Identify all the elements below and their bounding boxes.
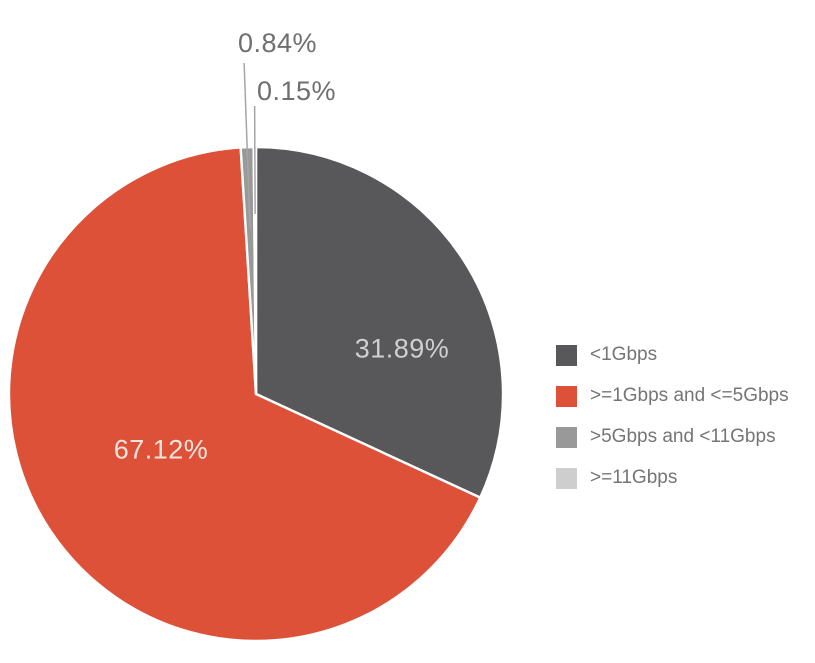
callout-line-slice-3 (253, 105, 256, 215)
legend-label-under-1gbps: <1Gbps (590, 344, 658, 365)
legend-label-over-11gbps: >=11Gbps (590, 467, 678, 488)
legend-swatch-5-to-11gbps (556, 426, 577, 448)
callout-label-5-to-11gbps: 0.84% (238, 28, 318, 58)
legend-item-under-1gbps: <1Gbps (556, 344, 789, 366)
legend-swatch-under-1gbps (556, 344, 577, 366)
pie-slice-0 (254, 145, 505, 499)
callout-label-over-11gbps: 0.15% (257, 76, 337, 106)
pie-slice-1 (7, 146, 482, 643)
legend-swatch-1-to-5gbps (556, 385, 577, 407)
legend-label-1-to-5gbps: >=1Gbps and <=5Gbps (590, 385, 789, 406)
legend-item-over-11gbps: >=11Gbps (556, 467, 789, 489)
legend-swatch-over-11gbps (556, 467, 577, 489)
legend-item-1-to-5gbps: >=1Gbps and <=5Gbps (556, 385, 789, 407)
chart-legend: <1Gbps >=1Gbps and <=5Gbps >5Gbps and <1… (556, 344, 789, 489)
legend-label-5-to-11gbps: >5Gbps and <11Gbps (590, 426, 776, 447)
legend-item-5-to-11gbps: >5Gbps and <11Gbps (556, 426, 789, 448)
callout-line-slice-2 (243, 62, 251, 230)
